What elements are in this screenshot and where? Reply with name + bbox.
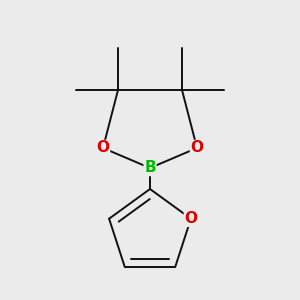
- Text: O: O: [184, 211, 197, 226]
- Text: O: O: [97, 140, 110, 155]
- Text: O: O: [190, 140, 203, 155]
- Text: B: B: [144, 160, 156, 175]
